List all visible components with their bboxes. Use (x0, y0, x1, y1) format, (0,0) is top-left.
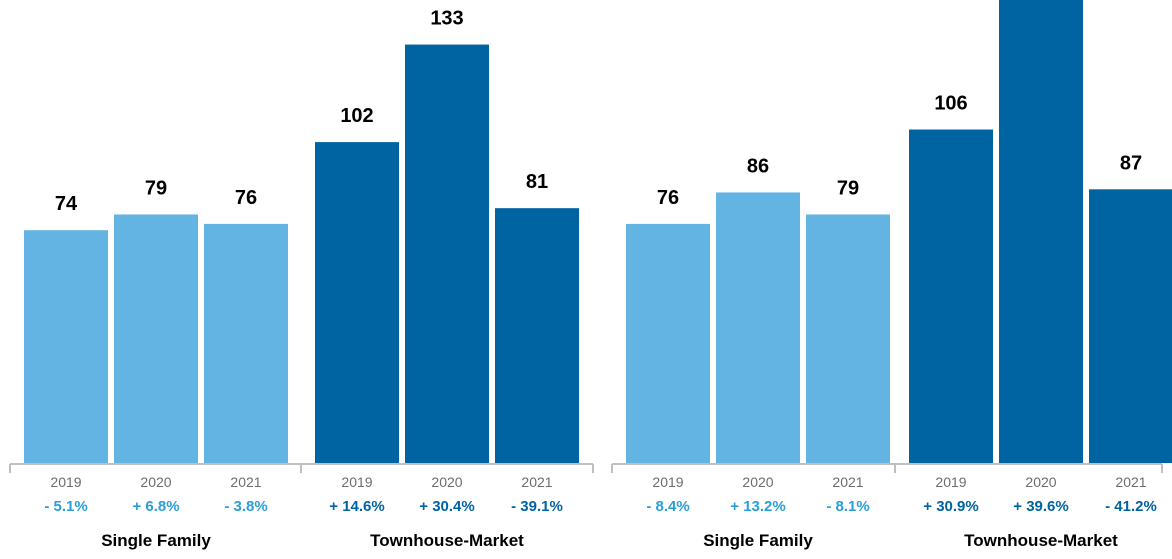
bar (204, 223, 288, 463)
bar (909, 129, 993, 464)
change-percent-label: + 14.6% (329, 498, 384, 515)
change-percent-label: - 39.1% (511, 498, 563, 515)
bar (405, 44, 489, 463)
category-label: Townhouse-Market (370, 531, 524, 550)
data-label: 79 (837, 177, 859, 199)
change-percent-label: - 8.4% (646, 498, 689, 515)
category-label: Single Family (703, 531, 813, 550)
year-tick-label: 2020 (431, 474, 462, 490)
data-label: 86 (747, 155, 769, 177)
year-tick-label: 2021 (521, 474, 552, 490)
bar (315, 142, 399, 463)
bar (716, 192, 800, 463)
data-label: 76 (235, 187, 257, 209)
change-percent-label: - 41.2% (1105, 498, 1157, 515)
change-percent-label: + 13.2% (730, 498, 785, 515)
bar (806, 214, 890, 463)
data-label: 76 (657, 187, 679, 209)
data-label: 74 (55, 193, 78, 215)
year-tick-label: 2020 (742, 474, 773, 490)
data-label: 106 (934, 93, 967, 115)
change-percent-label: + 30.9% (923, 498, 978, 515)
bar (626, 223, 710, 463)
data-label: 81 (526, 171, 548, 193)
change-percent-label: - 5.1% (44, 498, 87, 515)
category-label: Townhouse-Market (964, 531, 1118, 550)
change-percent-label: + 39.6% (1013, 498, 1068, 515)
year-tick-label: 2021 (1115, 474, 1146, 490)
bar (24, 230, 108, 463)
year-tick-label: 2021 (832, 474, 863, 490)
bar (495, 208, 579, 463)
category-label: Single Family (101, 531, 211, 550)
change-percent-label: + 30.4% (419, 498, 474, 515)
year-tick-label: 2019 (652, 474, 683, 490)
year-tick-label: 2019 (50, 474, 81, 490)
data-label: 87 (1120, 152, 1142, 174)
data-label: 102 (340, 105, 373, 127)
year-tick-label: 2019 (341, 474, 372, 490)
data-label: 133 (430, 8, 463, 30)
year-tick-label: 2020 (1025, 474, 1056, 490)
change-percent-label: - 3.8% (224, 498, 267, 515)
change-percent-label: - 8.1% (826, 498, 869, 515)
year-tick-label: 2020 (140, 474, 171, 490)
change-percent-label: + 6.8% (132, 498, 179, 515)
bar (1089, 189, 1172, 463)
year-tick-label: 2021 (230, 474, 261, 490)
bar (999, 0, 1083, 464)
bar (114, 214, 198, 463)
year-tick-label: 2019 (935, 474, 966, 490)
data-label: 79 (145, 177, 167, 199)
